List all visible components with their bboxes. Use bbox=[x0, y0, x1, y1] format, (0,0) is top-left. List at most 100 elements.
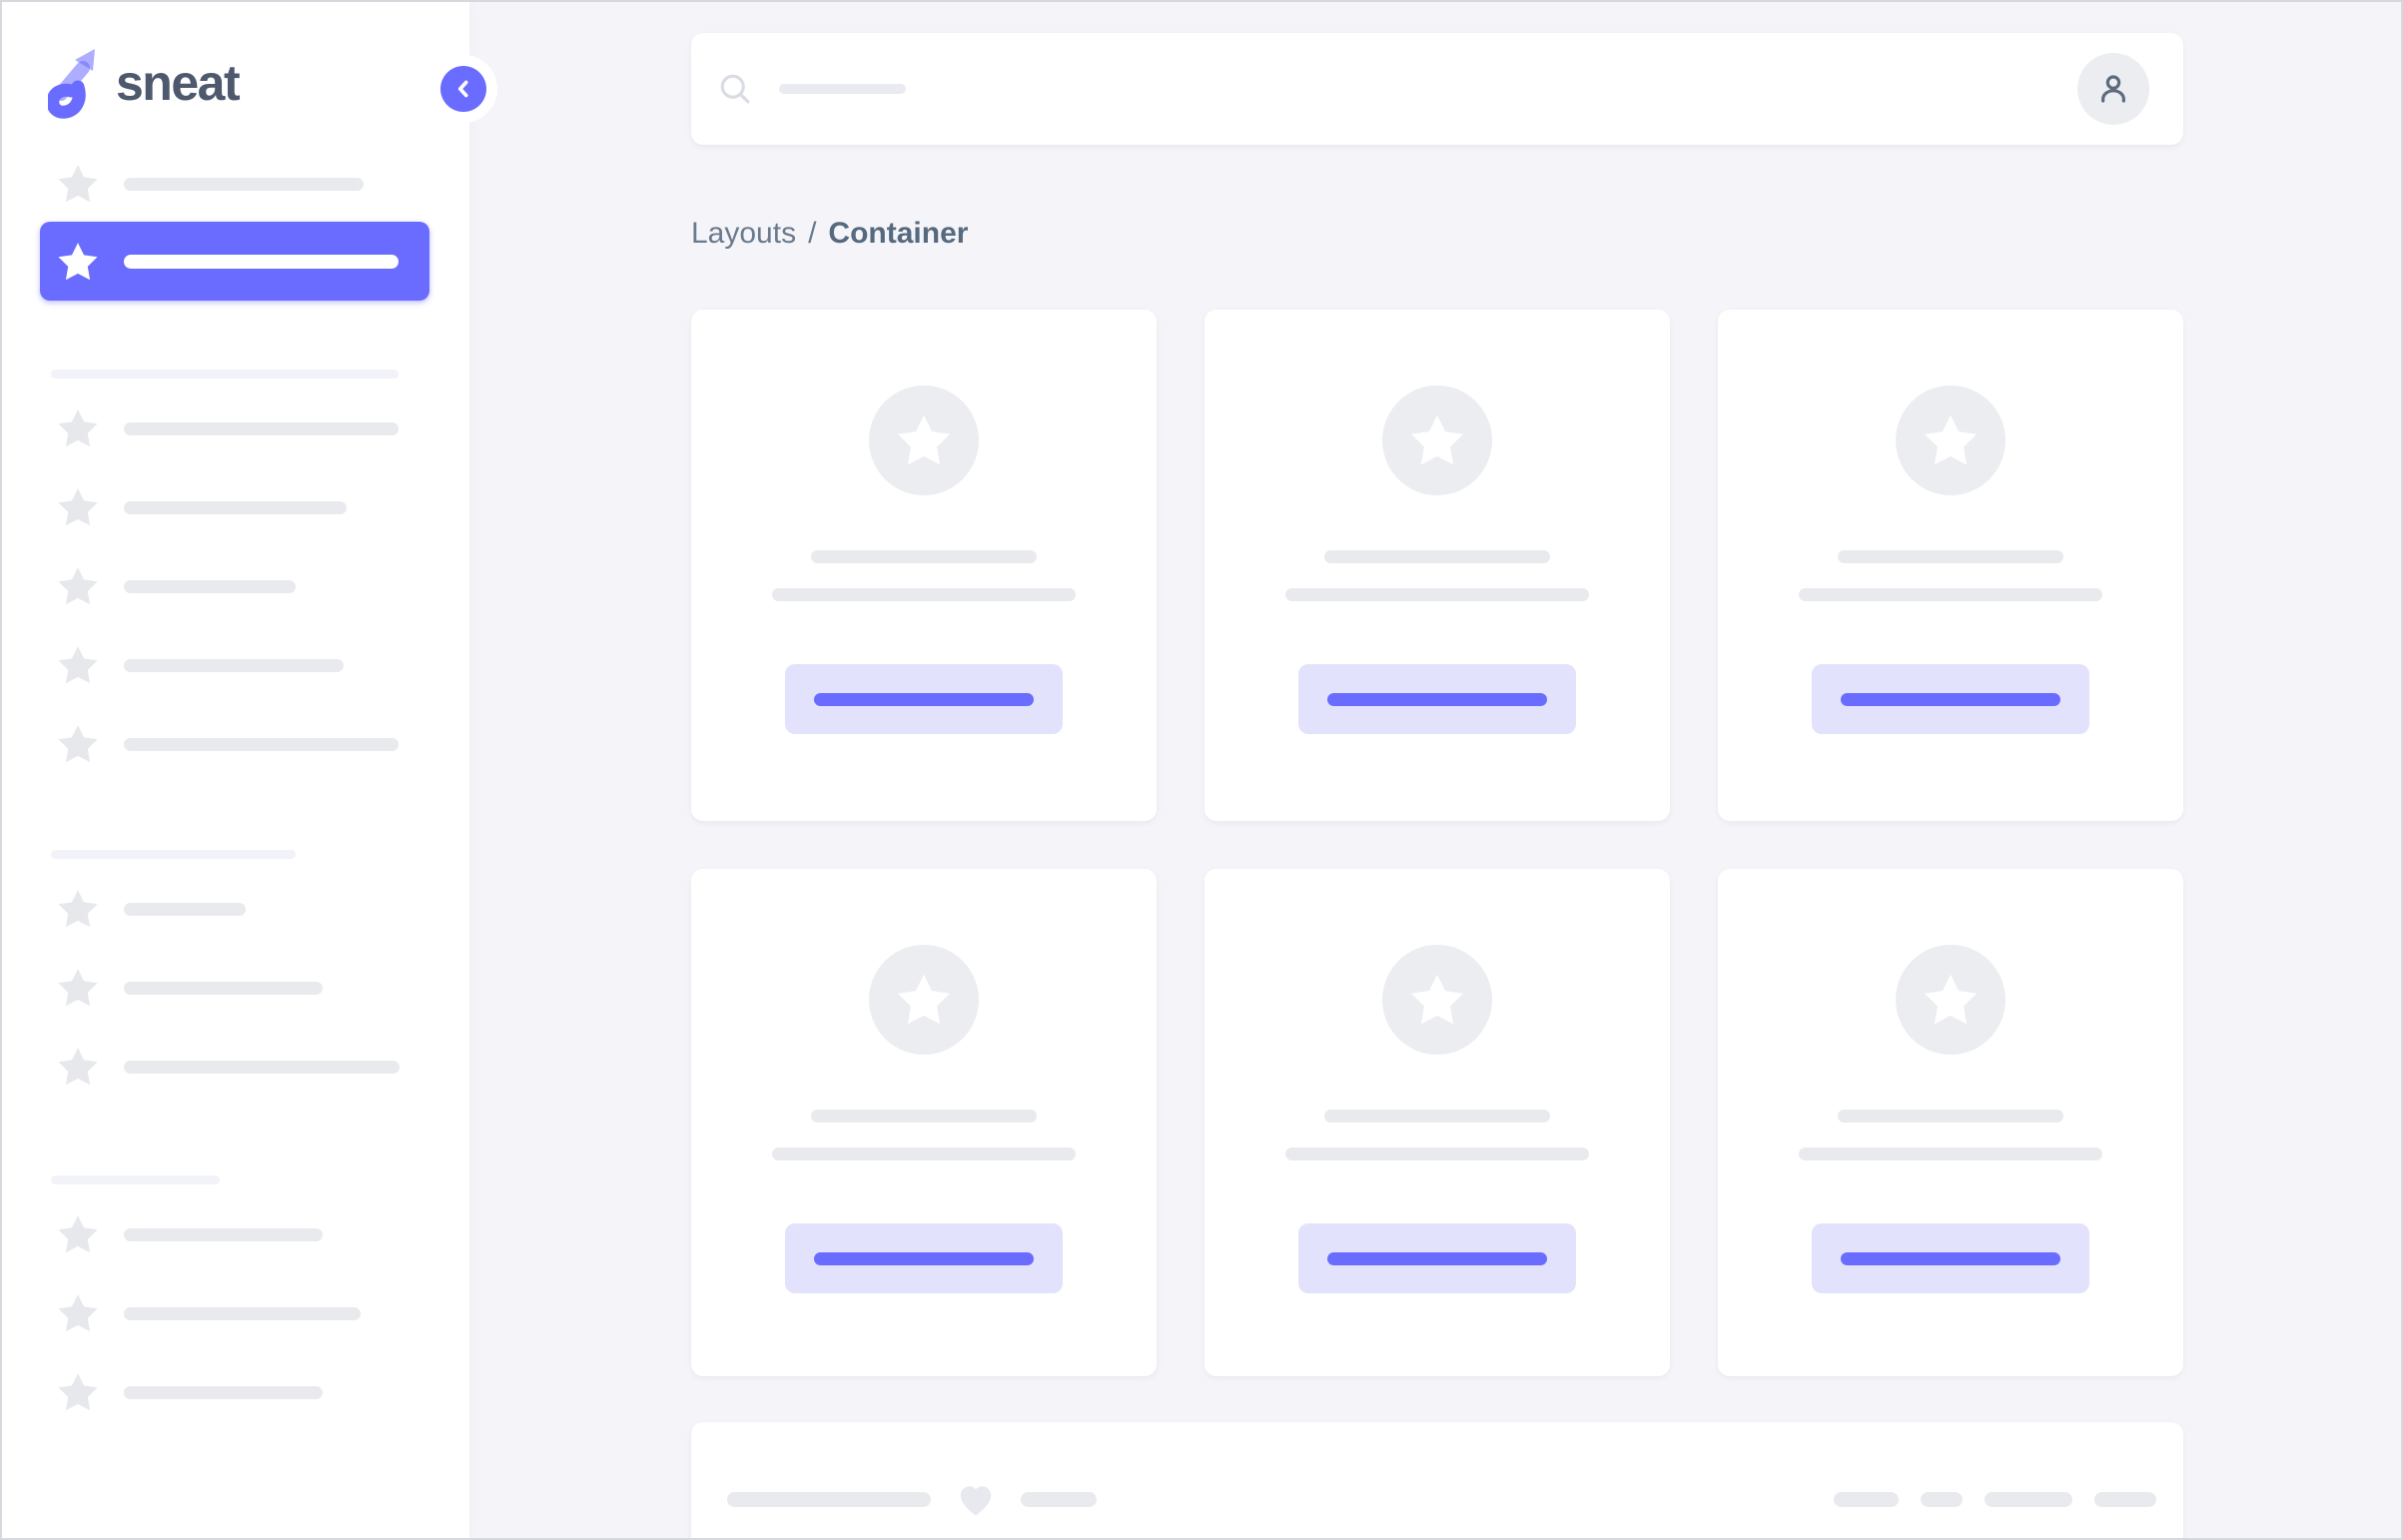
card-subtitle-skeleton-bar bbox=[772, 588, 1076, 601]
sidebar-item[interactable] bbox=[2, 164, 469, 204]
footer-skeleton-bar bbox=[727, 1491, 931, 1507]
star-icon bbox=[57, 723, 99, 765]
card-avatar bbox=[869, 945, 979, 1055]
footer-skeleton-bar bbox=[1021, 1491, 1097, 1507]
menu-item-skeleton-bar bbox=[124, 579, 296, 593]
menu-item-skeleton-bar bbox=[124, 254, 399, 269]
star-icon bbox=[896, 972, 952, 1028]
menu-section-header-skeleton bbox=[51, 370, 399, 379]
bottom-card-row bbox=[727, 1476, 2156, 1522]
star-icon bbox=[1409, 412, 1465, 468]
star-icon bbox=[57, 888, 99, 930]
menu-item-skeleton-bar bbox=[124, 737, 399, 751]
card-subtitle-skeleton-bar bbox=[1799, 588, 2102, 601]
star-icon bbox=[57, 565, 99, 607]
menu-item-skeleton-bar bbox=[124, 1227, 323, 1241]
search-placeholder-skeleton bbox=[779, 84, 906, 94]
footer-skeleton-bar bbox=[1921, 1491, 1963, 1507]
placeholder-card bbox=[1204, 310, 1670, 821]
button-label-skeleton-bar bbox=[814, 1251, 1034, 1265]
placeholder-card bbox=[1718, 310, 2183, 821]
card-subtitle-skeleton-bar bbox=[772, 1148, 1076, 1160]
card-subtitle-skeleton-bar bbox=[1799, 1148, 2102, 1160]
breadcrumb: Layouts / Container bbox=[691, 214, 968, 254]
breadcrumb-current: Container bbox=[828, 217, 969, 250]
menu-item-skeleton-bar bbox=[124, 1306, 361, 1320]
heart-icon bbox=[953, 1478, 999, 1520]
button-label-skeleton-bar bbox=[814, 692, 1034, 706]
button-label-skeleton-bar bbox=[1841, 1251, 2060, 1265]
app-name: sneat bbox=[116, 55, 241, 111]
card-action-button[interactable] bbox=[1812, 664, 2089, 734]
sidebar-item[interactable] bbox=[2, 408, 469, 448]
card-title-skeleton-bar bbox=[1838, 1110, 2063, 1123]
star-icon bbox=[1923, 412, 1979, 468]
sidebar-item[interactable] bbox=[2, 724, 469, 764]
star-icon bbox=[57, 1046, 99, 1088]
sidebar-collapse-button[interactable] bbox=[440, 66, 486, 112]
sidebar-item[interactable] bbox=[2, 566, 469, 606]
topbar bbox=[691, 33, 2183, 145]
menu-item-skeleton-bar bbox=[124, 177, 364, 191]
footer-skeleton-bar bbox=[1985, 1491, 2072, 1507]
star-icon bbox=[1409, 972, 1465, 1028]
card-title-skeleton-bar bbox=[811, 1110, 1037, 1123]
sidebar-item[interactable] bbox=[2, 1293, 469, 1333]
menu-section-header-skeleton bbox=[51, 850, 296, 859]
placeholder-card bbox=[1204, 869, 1670, 1376]
menu-item-skeleton-bar bbox=[124, 1385, 323, 1399]
sneat-logo-icon bbox=[48, 49, 95, 119]
sidebar-item[interactable] bbox=[2, 645, 469, 685]
card-avatar bbox=[1382, 385, 1492, 495]
card-action-button[interactable] bbox=[1298, 664, 1576, 734]
placeholder-card bbox=[691, 869, 1157, 1376]
star-icon bbox=[57, 163, 99, 205]
card-avatar bbox=[1896, 945, 2005, 1055]
sidebar-item[interactable] bbox=[2, 1047, 469, 1087]
star-icon bbox=[57, 241, 99, 283]
card-action-button[interactable] bbox=[1812, 1223, 2089, 1293]
card-action-button[interactable] bbox=[1298, 1223, 1576, 1293]
menu-item-skeleton-bar bbox=[124, 981, 323, 995]
sidebar-item[interactable] bbox=[2, 1214, 469, 1254]
star-icon bbox=[57, 967, 99, 1009]
sidebar-menu bbox=[2, 120, 469, 1412]
person-icon bbox=[2101, 75, 2125, 103]
card-action-button[interactable] bbox=[785, 1223, 1063, 1293]
button-label-skeleton-bar bbox=[1327, 692, 1547, 706]
card-title-skeleton-bar bbox=[1324, 1110, 1550, 1123]
cards-grid bbox=[691, 310, 2183, 1376]
menu-item-skeleton-bar bbox=[124, 421, 399, 435]
sidebar-item[interactable] bbox=[2, 487, 469, 527]
app-logo-link[interactable]: sneat bbox=[48, 46, 241, 120]
card-subtitle-skeleton-bar bbox=[1285, 1148, 1589, 1160]
sidebar-item[interactable] bbox=[2, 968, 469, 1008]
button-label-skeleton-bar bbox=[1327, 1251, 1547, 1265]
sidebar-item-active[interactable] bbox=[40, 222, 429, 301]
star-icon bbox=[57, 486, 99, 528]
breadcrumb-link-layouts[interactable]: Layouts bbox=[691, 217, 797, 250]
card-title-skeleton-bar bbox=[1324, 550, 1550, 563]
card-avatar bbox=[1382, 945, 1492, 1055]
user-avatar-button[interactable] bbox=[2077, 53, 2149, 125]
footer-skeleton-bar bbox=[1834, 1491, 1899, 1507]
breadcrumb-separator: / bbox=[808, 217, 817, 250]
card-avatar bbox=[869, 385, 979, 495]
card-title-skeleton-bar bbox=[1838, 550, 2063, 563]
footer-skeleton-bar bbox=[2094, 1491, 2156, 1507]
star-icon bbox=[57, 1371, 99, 1413]
star-icon bbox=[57, 1292, 99, 1334]
menu-item-skeleton-bar bbox=[124, 500, 347, 514]
menu-item-skeleton-bar bbox=[124, 658, 344, 672]
card-action-button[interactable] bbox=[785, 664, 1063, 734]
star-icon bbox=[57, 1213, 99, 1255]
card-subtitle-skeleton-bar bbox=[1285, 588, 1589, 601]
sidebar-item[interactable] bbox=[2, 889, 469, 929]
search-input[interactable] bbox=[717, 71, 2077, 107]
sidebar: sneat bbox=[2, 2, 486, 1538]
menu-section-header-skeleton bbox=[51, 1175, 220, 1184]
card-title-skeleton-bar bbox=[811, 550, 1037, 563]
placeholder-card bbox=[1718, 869, 2183, 1376]
sidebar-item[interactable] bbox=[2, 1372, 469, 1412]
